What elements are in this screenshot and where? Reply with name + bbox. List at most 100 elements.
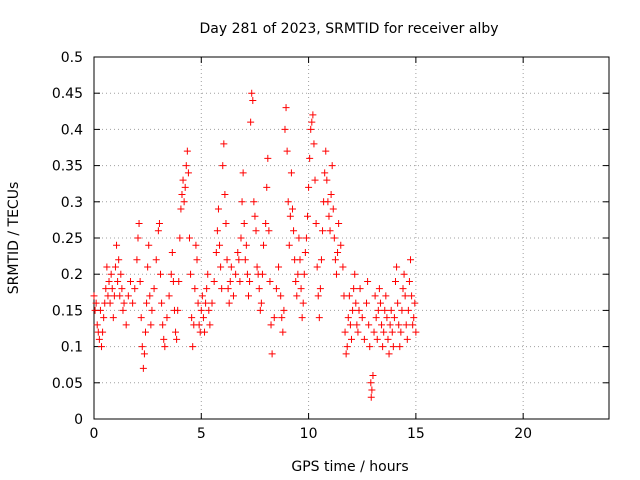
data-point (205, 306, 213, 314)
data-point (375, 285, 383, 293)
data-point (118, 285, 126, 293)
data-point (365, 321, 373, 329)
y-tick-label: 0.25 (52, 231, 83, 247)
data-point (295, 234, 303, 242)
data-point (105, 277, 113, 285)
data-point (213, 227, 221, 235)
data-point (146, 292, 154, 300)
data-point (314, 292, 322, 300)
data-point (113, 241, 121, 249)
x-tick-label: 0 (90, 426, 99, 442)
data-point (218, 285, 226, 293)
data-point (403, 335, 411, 343)
data-point (111, 263, 119, 271)
data-point (304, 212, 312, 220)
data-point (405, 277, 413, 285)
plot-frame (93, 56, 610, 420)
data-point (119, 306, 127, 314)
data-point (345, 292, 353, 300)
x-axis-label: GPS time / hours (291, 459, 408, 475)
data-point (294, 270, 302, 278)
data-point (292, 277, 300, 285)
data-point (332, 270, 340, 278)
data-point (248, 89, 256, 97)
data-point (368, 386, 376, 394)
y-axis-label: SRMTID / TECUs (6, 182, 22, 295)
data-point (245, 292, 252, 300)
data-point (387, 306, 395, 314)
data-point (194, 299, 202, 307)
data-point (109, 314, 117, 322)
data-point (193, 256, 201, 264)
data-point (208, 299, 216, 307)
data-point (142, 328, 149, 336)
data-point (264, 154, 272, 162)
data-point (270, 314, 278, 322)
grid (94, 57, 609, 419)
data-point (247, 118, 255, 126)
data-point (224, 285, 232, 293)
data-point (184, 169, 192, 177)
data-point (243, 270, 251, 278)
data-point (358, 314, 366, 322)
data-point (229, 292, 237, 300)
data-point (133, 256, 141, 264)
data-point (144, 263, 152, 271)
data-point (217, 263, 225, 271)
data-point (157, 270, 165, 278)
data-point (216, 241, 224, 249)
data-point (350, 285, 358, 293)
data-point (337, 241, 345, 249)
data-point (408, 292, 416, 300)
data-point (329, 205, 337, 213)
x-tick-label: 15 (407, 426, 425, 442)
data-point (168, 248, 176, 256)
data-point (234, 248, 242, 256)
data-point (381, 306, 389, 314)
data-point (297, 285, 305, 293)
data-point (323, 176, 331, 184)
data-point (321, 169, 329, 177)
data-point (386, 321, 394, 329)
data-point (307, 125, 315, 133)
data-point (107, 270, 115, 278)
data-point (335, 220, 343, 228)
data-point (277, 292, 285, 300)
data-point (409, 321, 417, 329)
data-point (278, 314, 286, 322)
y-tick-label: 0.4 (61, 122, 83, 138)
data-point (100, 314, 108, 322)
data-point (300, 270, 308, 278)
data-point (396, 343, 404, 351)
data-point (139, 364, 147, 372)
data-point (178, 191, 186, 199)
data-point (221, 191, 229, 199)
data-point (398, 306, 406, 314)
data-point (122, 321, 130, 329)
data-point (185, 234, 193, 242)
data-point (137, 314, 145, 322)
data-point (96, 306, 104, 314)
y-tick-label: 0.35 (52, 159, 83, 175)
data-point (197, 306, 205, 314)
data-point (410, 314, 418, 322)
data-point (382, 292, 390, 300)
data-point (360, 335, 368, 343)
data-point (385, 350, 393, 358)
y-tick-label: 0.05 (52, 376, 83, 392)
data-point (163, 314, 171, 322)
chart-title: Day 281 of 2023, SRMTID for receiver alb… (199, 21, 498, 37)
data-point (371, 292, 379, 300)
data-point (152, 256, 160, 264)
data-point (376, 299, 384, 307)
data-point (349, 306, 357, 314)
data-point (275, 263, 283, 271)
data-point (310, 140, 318, 148)
data-point (282, 104, 290, 112)
data-point (173, 335, 181, 343)
data-point (279, 328, 287, 336)
data-point (238, 198, 246, 206)
data-point (180, 198, 188, 206)
data-point (155, 220, 163, 228)
data-point (236, 277, 244, 285)
